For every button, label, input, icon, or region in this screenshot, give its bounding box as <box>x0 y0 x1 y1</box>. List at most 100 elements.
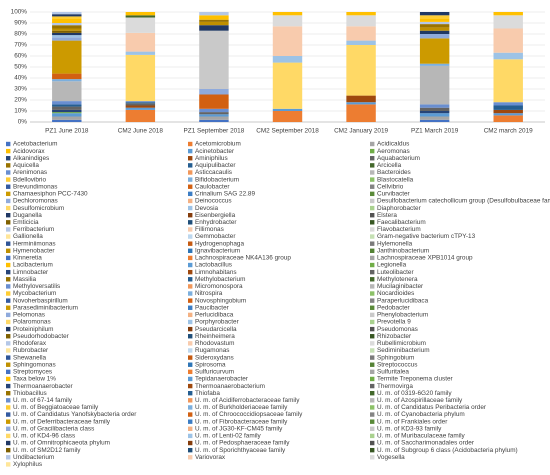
legend-swatch <box>370 220 375 225</box>
legend-swatch <box>6 213 11 218</box>
legend-swatch <box>370 177 375 182</box>
legend-swatch <box>6 447 11 453</box>
legend-label: Parasediminibacterium <box>13 304 78 311</box>
legend-label: Polaromonas <box>13 319 51 326</box>
legend-swatch <box>6 455 11 460</box>
bar-segment <box>125 12 156 16</box>
legend-swatch <box>370 455 375 460</box>
legend-swatch <box>188 440 193 446</box>
legend-swatch <box>6 156 11 161</box>
legend-label: Proteiniphilum <box>13 326 54 333</box>
bar-segment <box>419 113 450 117</box>
bar-segment <box>125 107 156 110</box>
legend-label: Duganella <box>13 212 42 219</box>
legend-swatch <box>370 227 375 232</box>
legend-swatch <box>188 369 193 375</box>
legend-swatch <box>370 248 375 253</box>
legend-swatch <box>188 262 193 268</box>
legend-swatch <box>6 405 11 410</box>
legend-label: Nitrospira <box>195 290 223 297</box>
legend-label: U. m. of Frankiales order <box>377 418 448 425</box>
bar-segment <box>272 12 303 16</box>
legend-label: U. m. of Gracilibacteria class <box>13 425 94 432</box>
legend-label: Janthinobacterium <box>377 247 429 254</box>
bar-segment <box>346 102 376 105</box>
legend-swatch <box>188 447 193 453</box>
legend-label: U. m. of Cyanobacteria phylum <box>377 411 465 418</box>
legend-swatch <box>188 348 193 353</box>
legend-swatch <box>370 255 375 261</box>
legend-label: Xylophilus <box>13 461 42 468</box>
bar-segment <box>199 112 229 115</box>
legend-swatch <box>188 234 193 239</box>
legend-label: Desulfobacterium catechollicum group (De… <box>377 198 550 205</box>
legend-label: Sideroxydans <box>195 354 234 361</box>
legend-swatch <box>6 305 11 310</box>
y-tick-label: 0% <box>18 119 28 126</box>
bar-segment <box>52 113 82 117</box>
bar-segment <box>419 27 450 31</box>
legend-swatch <box>188 269 193 275</box>
legend-swatch <box>6 369 11 375</box>
bar-segment <box>52 30 82 33</box>
bar-segment <box>346 12 376 16</box>
bar-segment <box>419 30 450 34</box>
legend-label: Acetobacterium <box>13 141 57 148</box>
bar-segment <box>52 106 82 110</box>
legend-swatch <box>6 284 11 289</box>
legend-label: Luteolibacter <box>377 269 414 276</box>
legend-swatch <box>370 191 375 197</box>
legend-swatch <box>370 405 375 410</box>
legend-label: Lactobacillus <box>195 262 232 269</box>
legend-swatch <box>188 319 193 325</box>
legend-swatch <box>6 383 11 389</box>
legend-swatch <box>6 163 11 168</box>
legend-swatch <box>188 412 193 417</box>
x-tick-label: PZ1 June 2018 <box>45 128 89 135</box>
legend-label: Pseudarcicella <box>195 326 237 333</box>
bar-segment <box>493 59 523 103</box>
legend-label: Acetomicrobium <box>195 141 241 148</box>
legend-label: Methyloversatilis <box>13 283 60 290</box>
legend-swatch <box>6 227 11 232</box>
legend-label: Blastocatella <box>377 176 414 183</box>
legend-label: Rubellimicrobium <box>377 340 426 347</box>
legend-label: Cellvibrio <box>377 183 404 190</box>
bar-segment <box>493 113 523 116</box>
bar-segment <box>419 104 450 108</box>
legend-label: Bacteroides <box>377 169 411 176</box>
legend-swatch <box>6 376 11 382</box>
bar-segment <box>493 115 523 122</box>
legend-swatch <box>6 277 11 282</box>
legend-label: Chamaesiphon PCC-7430 <box>13 191 88 198</box>
legend-swatch <box>370 447 375 453</box>
bar-segment <box>493 12 523 16</box>
legend-label: U. m. of Candidatus Peribacteria order <box>377 404 487 411</box>
bar-segment <box>419 65 450 105</box>
legend-swatch <box>370 241 375 246</box>
y-tick-label: 10% <box>14 108 27 115</box>
bar-segment <box>52 104 82 107</box>
bar-segment <box>419 18 450 22</box>
bar-segment <box>346 104 376 122</box>
bar-segment <box>52 32 82 36</box>
bar-segment <box>346 45 376 96</box>
legend-label: Thiofaba <box>195 390 220 397</box>
legend-swatch <box>370 262 375 268</box>
legend-label: Novoherbaspirillum <box>13 297 68 304</box>
legend-label: Enhydrobacter <box>195 219 237 226</box>
legend-swatch <box>6 426 11 431</box>
bar-segment <box>419 63 450 66</box>
legend-swatch <box>6 255 11 261</box>
bar-segment <box>52 37 82 41</box>
legend-swatch <box>6 298 11 303</box>
bar-segment <box>52 112 82 114</box>
legend-swatch <box>6 141 11 147</box>
legend-swatch <box>188 291 193 296</box>
legend-swatch <box>6 148 11 154</box>
legend-label: Limnobacter <box>13 269 49 276</box>
legend-swatch <box>370 334 375 339</box>
legend-label: Mucilaginibacter <box>377 283 424 290</box>
bar-segment <box>199 19 229 22</box>
legend-label: Gemmobacter <box>195 233 236 240</box>
